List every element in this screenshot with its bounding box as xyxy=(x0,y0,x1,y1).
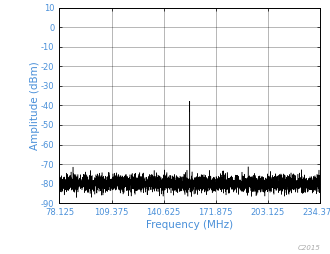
X-axis label: Frequency (MHz): Frequency (MHz) xyxy=(146,220,233,230)
Y-axis label: Amplitude (dBm): Amplitude (dBm) xyxy=(29,61,40,150)
Text: C2015: C2015 xyxy=(297,245,320,251)
